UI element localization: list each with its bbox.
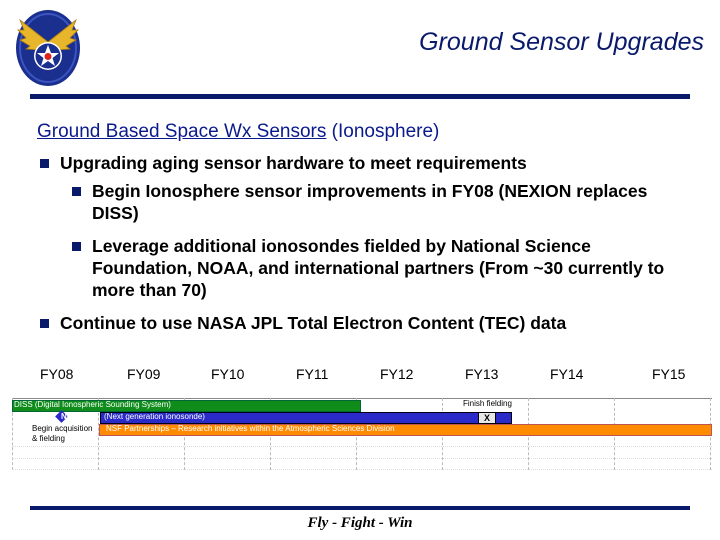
footer-divider: [30, 506, 690, 510]
grid-row: [12, 458, 712, 460]
slide-title: Ground Sensor Upgrades: [419, 28, 704, 56]
grid-row: [12, 446, 712, 448]
grid-row: [12, 469, 712, 471]
section-heading-main: Ground Based Space Wx Sensors: [37, 121, 327, 142]
bullet-square-icon: [72, 187, 81, 196]
fiscal-year-label: FY08: [40, 366, 74, 382]
finish-marker: X: [478, 412, 496, 424]
fiscal-year-label: FY13: [465, 366, 499, 382]
sub-bullet-item: Leverage additional ionosondes fielded b…: [92, 236, 665, 300]
fiscal-year-label: FY11: [296, 366, 329, 382]
bullet-square-icon: [72, 242, 81, 251]
finish-fielding-label: Finish fielding: [463, 399, 512, 408]
grid-line: [98, 398, 99, 470]
title-divider: [30, 94, 690, 99]
sub-bullet-item: Begin Ionosphere sensor improvements in …: [92, 181, 648, 223]
footer-motto: Fly - Fight - Win: [307, 515, 413, 531]
diss-bar-label: DISS (Digital Ionospheric Sounding Syste…: [14, 400, 171, 409]
bullet-item: Continue to use NASA JPL Total Electron …: [60, 313, 567, 333]
grid-line: [12, 398, 13, 470]
section-heading-suffix: (Ionosphere): [326, 121, 440, 142]
fiscal-year-label: FY12: [380, 366, 414, 382]
begin-label-line2: & fielding: [32, 434, 65, 443]
timeline-axis: [12, 398, 712, 399]
section-heading: Ground Based Space Wx Sensors (Ionospher…: [37, 121, 439, 143]
nsf-bar: [99, 424, 712, 436]
nexion-bar: [100, 412, 512, 424]
begin-acquisition-label: Begin acquisition & fielding: [32, 424, 92, 444]
fiscal-year-label: FY15: [652, 366, 686, 382]
diss-bar: [12, 400, 361, 412]
bullet-item: Upgrading aging sensor hardware to meet …: [60, 153, 527, 173]
bullet-square-icon: [40, 319, 49, 328]
air-corps-winged-star-icon: [16, 10, 80, 86]
bullet-square-icon: [40, 159, 49, 168]
fiscal-year-label: FY10: [211, 366, 245, 382]
nexion-description: (Next generation ionosonde): [104, 412, 205, 421]
fiscal-year-label: FY14: [550, 366, 584, 382]
program-timeline: FY08 FY09 FY10 FY11 FY12 FY13 FY14 FY15 …: [12, 366, 712, 472]
nsf-bar-label: NSF Partnerships – Research initiatives …: [106, 424, 395, 433]
nexion-tag: NEXION: [61, 412, 92, 421]
begin-label-line1: Begin acquisition: [32, 424, 93, 433]
fiscal-year-label: FY09: [127, 366, 161, 382]
